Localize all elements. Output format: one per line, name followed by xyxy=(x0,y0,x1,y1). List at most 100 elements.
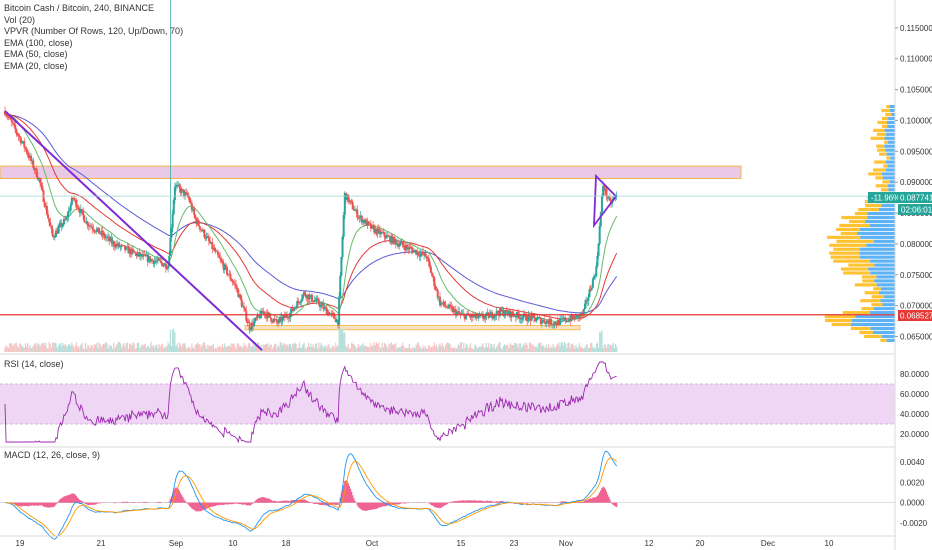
volume-bar xyxy=(273,344,276,352)
candle-body xyxy=(168,255,171,267)
vp-row-up xyxy=(874,263,895,267)
volume-bar xyxy=(119,343,122,352)
candle-body xyxy=(145,254,148,257)
candle-body xyxy=(347,194,350,203)
volume-bar xyxy=(328,344,330,352)
volume-bar xyxy=(186,348,188,352)
volume-bar xyxy=(247,343,250,352)
volume-bar xyxy=(593,347,595,352)
candle-body xyxy=(301,294,304,299)
volume-bar xyxy=(323,346,326,352)
volume-bar xyxy=(358,346,361,352)
candle-body xyxy=(281,317,284,322)
rsi-pane[interactable] xyxy=(0,361,895,444)
macd-hist-bar xyxy=(443,502,446,506)
macd-hist-bar xyxy=(64,496,66,503)
candle-body xyxy=(159,260,162,262)
candle-body xyxy=(60,223,63,227)
volume-bar xyxy=(198,343,200,352)
vp-row-down xyxy=(872,128,885,132)
volume-bar xyxy=(401,343,404,352)
candle-body xyxy=(239,294,242,300)
macd-hist-bar xyxy=(262,497,264,503)
candle-body xyxy=(397,243,400,247)
volume-bar xyxy=(237,343,239,352)
volume-bar xyxy=(507,345,509,352)
volume-bar xyxy=(54,342,56,352)
macd-hist-bar xyxy=(203,502,206,510)
candle-body xyxy=(371,225,373,229)
volume-bar xyxy=(56,348,58,352)
candle-body xyxy=(49,222,52,226)
macd-hist-bar xyxy=(606,494,609,503)
candle-body xyxy=(125,246,128,250)
legend-ema50[interactable]: EMA (50, close) xyxy=(4,49,68,59)
macd-hist-bar xyxy=(181,495,183,503)
candle-body xyxy=(280,316,283,322)
legend-vol[interactable]: Vol (20) xyxy=(4,14,36,25)
macd-hist-bar xyxy=(269,499,271,503)
macd-hist-bar xyxy=(145,501,148,503)
volume-bar xyxy=(492,347,494,352)
macd-hist-bar xyxy=(255,499,258,503)
vp-row-up xyxy=(860,235,895,239)
candle-body xyxy=(476,317,479,319)
volume-bar xyxy=(112,348,114,352)
candle-body xyxy=(443,301,446,306)
volume-bar xyxy=(602,347,604,352)
candle-body xyxy=(32,160,35,169)
legend-vpvr[interactable]: VPVR (Number Of Rows, 120, Up/Down, 70) xyxy=(4,26,184,36)
volume-bar xyxy=(391,344,393,352)
volume-bar xyxy=(234,345,236,352)
macd-hist-bar xyxy=(190,502,192,508)
macd-hist-bar xyxy=(191,502,193,509)
macd-hist-bar xyxy=(227,502,229,505)
price-pane[interactable] xyxy=(0,0,895,352)
candle-body xyxy=(462,313,465,315)
macd-hist-bar xyxy=(273,500,276,503)
volume-bar xyxy=(97,347,99,352)
candle-body xyxy=(96,227,99,230)
macd-pane[interactable] xyxy=(0,450,895,540)
volume-bar xyxy=(462,348,464,352)
candle-body xyxy=(518,315,521,320)
candle-body xyxy=(283,315,286,318)
candle-body xyxy=(587,296,590,301)
chart-title[interactable]: Bitcoin Cash / Bitcoin, 240, BINANCE xyxy=(4,3,155,13)
candle-body xyxy=(205,236,208,239)
candle-body xyxy=(254,317,257,322)
candle-body xyxy=(454,309,457,316)
legend-ema20[interactable]: EMA (20, close) xyxy=(4,60,68,71)
macd-hist-bar xyxy=(137,502,140,503)
macd-hist-bar xyxy=(603,487,605,503)
candle-body xyxy=(180,189,183,193)
macd-hist-bar xyxy=(347,483,349,503)
macd-hist-bar xyxy=(184,500,186,503)
macd-label[interactable]: MACD (12, 26, close, 9) xyxy=(4,450,101,460)
candle-body xyxy=(17,135,20,137)
macd-hist-bar xyxy=(41,502,44,506)
macd-hist-bar xyxy=(285,500,287,503)
macd-hist-bar xyxy=(36,502,38,506)
volume-bar xyxy=(516,344,518,352)
candle-body xyxy=(107,236,110,238)
volume-bar xyxy=(14,343,16,352)
macd-hist-bar xyxy=(500,501,502,503)
volume-bar xyxy=(535,346,537,352)
candle-body xyxy=(70,197,73,205)
candle-body xyxy=(28,155,31,158)
volume-bar xyxy=(292,343,294,352)
rsi-label[interactable]: RSI (14, close) xyxy=(4,359,64,369)
candle-body xyxy=(552,324,555,326)
volume-bar xyxy=(414,348,416,352)
candle-body xyxy=(519,317,522,320)
legend-ema100[interactable]: EMA (100, close) xyxy=(4,37,73,48)
candle-body xyxy=(542,319,545,322)
candle-body xyxy=(391,235,394,244)
macd-hist-bar xyxy=(374,502,377,509)
volume-bar xyxy=(386,345,388,352)
candle-body xyxy=(31,160,34,162)
candle-body xyxy=(472,315,475,318)
macd-hist-bar xyxy=(92,502,95,505)
